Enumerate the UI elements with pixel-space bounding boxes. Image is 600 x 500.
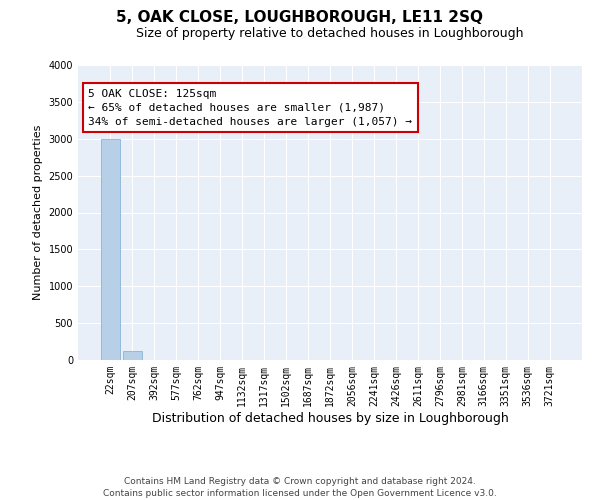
X-axis label: Distribution of detached houses by size in Loughborough: Distribution of detached houses by size …: [152, 412, 508, 424]
Text: Contains HM Land Registry data © Crown copyright and database right 2024.
Contai: Contains HM Land Registry data © Crown c…: [103, 476, 497, 498]
Bar: [101, 138, 119, 360]
Y-axis label: Number of detached properties: Number of detached properties: [33, 125, 43, 300]
Text: 5 OAK CLOSE: 125sqm
← 65% of detached houses are smaller (1,987)
34% of semi-det: 5 OAK CLOSE: 125sqm ← 65% of detached ho…: [88, 88, 412, 126]
Bar: [123, 351, 142, 360]
Text: 5, OAK CLOSE, LOUGHBOROUGH, LE11 2SQ: 5, OAK CLOSE, LOUGHBOROUGH, LE11 2SQ: [116, 10, 484, 25]
Title: Size of property relative to detached houses in Loughborough: Size of property relative to detached ho…: [136, 27, 524, 40]
